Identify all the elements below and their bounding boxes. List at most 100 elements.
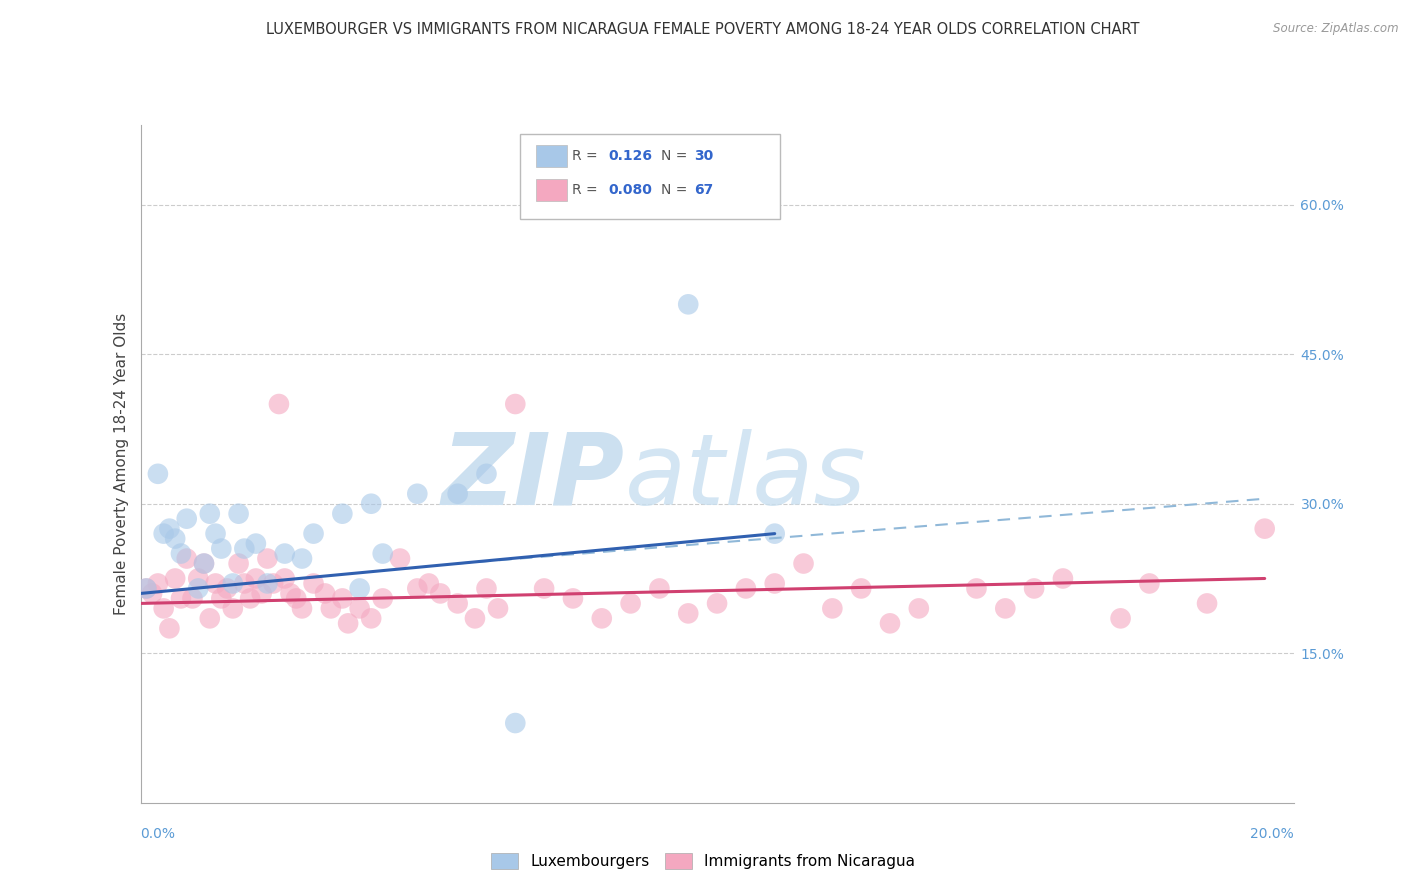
Point <box>1052 572 1074 586</box>
Point <box>302 526 325 541</box>
Point <box>159 621 180 635</box>
Point <box>233 541 256 556</box>
Point <box>302 576 325 591</box>
Point <box>349 582 371 596</box>
Point <box>165 532 187 546</box>
Text: Source: ZipAtlas.com: Source: ZipAtlas.com <box>1274 22 1399 36</box>
Point <box>337 616 360 631</box>
Text: 0.080: 0.080 <box>609 183 652 197</box>
Point <box>879 616 901 631</box>
Point <box>763 576 786 591</box>
Point <box>678 297 700 311</box>
Point <box>706 596 728 610</box>
Text: 30: 30 <box>695 149 714 163</box>
Point <box>187 582 209 596</box>
Point <box>360 611 382 625</box>
Point <box>239 591 262 606</box>
Point <box>256 576 278 591</box>
Point <box>146 467 169 481</box>
Point <box>503 397 526 411</box>
Point <box>503 716 526 731</box>
Text: R =: R = <box>572 183 602 197</box>
Text: N =: N = <box>661 149 692 163</box>
Text: atlas: atlas <box>624 429 866 526</box>
Point <box>1195 596 1218 610</box>
Point <box>849 582 872 596</box>
Point <box>406 582 429 596</box>
Point <box>181 591 204 606</box>
Point <box>135 582 157 596</box>
Point <box>821 601 844 615</box>
Point <box>735 582 758 596</box>
Text: 67: 67 <box>695 183 714 197</box>
Point <box>648 582 671 596</box>
Point <box>1139 576 1161 591</box>
Point <box>475 467 498 481</box>
Point <box>406 487 429 501</box>
Point <box>267 397 290 411</box>
Point <box>360 497 382 511</box>
Point <box>198 507 221 521</box>
Point <box>176 551 198 566</box>
Point <box>187 572 209 586</box>
Point <box>486 601 509 615</box>
Point <box>209 541 232 556</box>
Point <box>256 551 278 566</box>
Point <box>1024 582 1046 596</box>
Point <box>250 586 273 600</box>
Point <box>562 591 585 606</box>
Legend: Luxembourgers, Immigrants from Nicaragua: Luxembourgers, Immigrants from Nicaragua <box>485 847 921 875</box>
Point <box>418 576 440 591</box>
Point <box>314 586 336 600</box>
Point <box>233 576 256 591</box>
Point <box>388 551 411 566</box>
Text: 0.126: 0.126 <box>609 149 652 163</box>
Point <box>678 607 700 621</box>
Point <box>135 582 157 596</box>
Point <box>349 601 371 615</box>
Text: 20.0%: 20.0% <box>1250 827 1294 841</box>
Point <box>965 582 987 596</box>
Point <box>262 576 284 591</box>
Point <box>209 591 232 606</box>
Point <box>763 526 786 541</box>
Point <box>245 572 267 586</box>
Point <box>217 582 239 596</box>
Point <box>222 576 245 591</box>
Point <box>319 601 342 615</box>
Point <box>371 547 394 561</box>
Point <box>447 596 470 610</box>
Point <box>475 582 498 596</box>
Point <box>198 611 221 625</box>
Point <box>176 511 198 525</box>
Point <box>141 586 163 600</box>
Point <box>371 591 394 606</box>
Point <box>332 591 354 606</box>
Point <box>332 507 354 521</box>
Point <box>1254 522 1277 536</box>
Point <box>222 601 245 615</box>
Point <box>793 557 815 571</box>
Point <box>204 576 226 591</box>
Point <box>1109 611 1132 625</box>
Point <box>285 591 308 606</box>
Point <box>291 551 314 566</box>
Point <box>228 507 250 521</box>
Point <box>204 526 226 541</box>
Point <box>591 611 613 625</box>
Point <box>170 591 193 606</box>
Point <box>165 572 187 586</box>
Point <box>464 611 486 625</box>
Point <box>245 536 267 550</box>
Point <box>429 586 451 600</box>
Point <box>193 557 215 571</box>
Point <box>170 547 193 561</box>
Point <box>533 582 555 596</box>
Text: 0.0%: 0.0% <box>141 827 176 841</box>
Text: R =: R = <box>572 149 602 163</box>
Point <box>152 601 174 615</box>
Point <box>193 557 215 571</box>
Point <box>274 572 297 586</box>
Point <box>152 526 174 541</box>
Point <box>280 586 302 600</box>
